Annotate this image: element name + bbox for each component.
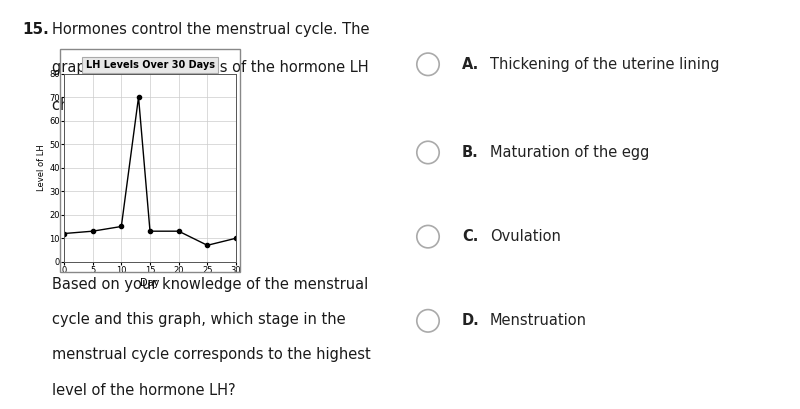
- Circle shape: [417, 225, 439, 248]
- Text: cycle and this graph, which stage in the: cycle and this graph, which stage in the: [52, 312, 346, 327]
- Circle shape: [417, 141, 439, 164]
- Text: graph shows how levels of the hormone LH: graph shows how levels of the hormone LH: [52, 60, 369, 75]
- X-axis label: Day: Day: [140, 278, 160, 288]
- Text: Maturation of the egg: Maturation of the egg: [490, 145, 650, 160]
- Text: Hormones control the menstrual cycle. The: Hormones control the menstrual cycle. Th…: [52, 22, 370, 37]
- Circle shape: [417, 53, 439, 76]
- Y-axis label: Level of LH: Level of LH: [38, 144, 46, 191]
- Title: LH Levels Over 30 Days: LH Levels Over 30 Days: [86, 60, 214, 70]
- Circle shape: [417, 310, 439, 332]
- Text: level of the hormone LH?: level of the hormone LH?: [52, 382, 236, 398]
- Text: Based on your knowledge of the menstrual: Based on your knowledge of the menstrual: [52, 277, 368, 292]
- Text: change each month.: change each month.: [52, 99, 203, 113]
- Text: Thickening of the uterine lining: Thickening of the uterine lining: [490, 57, 719, 72]
- Text: A.: A.: [462, 57, 479, 72]
- Text: D.: D.: [462, 313, 480, 328]
- Text: B.: B.: [462, 145, 478, 160]
- Text: Menstruation: Menstruation: [490, 313, 587, 328]
- Text: menstrual cycle corresponds to the highest: menstrual cycle corresponds to the highe…: [52, 347, 370, 362]
- Text: 15.: 15.: [22, 22, 49, 37]
- Text: Ovulation: Ovulation: [490, 229, 561, 244]
- Text: C.: C.: [462, 229, 478, 244]
